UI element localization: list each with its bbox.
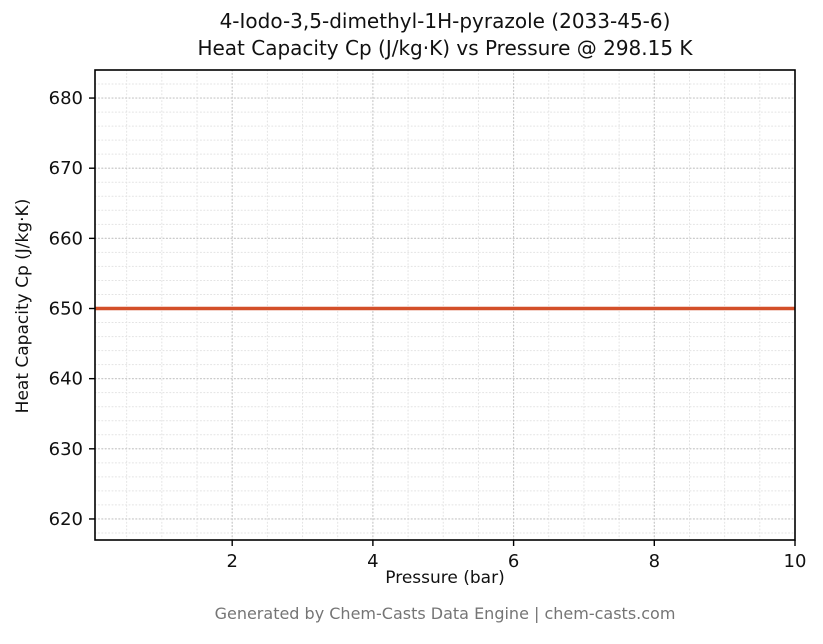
chart-title-line1: 4-Iodo-3,5-dimethyl-1H-pyrazole (2033-45… — [219, 9, 671, 33]
chart-title-line2: Heat Capacity Cp (J/kg·K) vs Pressure @ … — [197, 36, 693, 60]
x-axis-label: Pressure (bar) — [385, 568, 505, 588]
x-tick-label: 6 — [508, 551, 519, 572]
chart-title: 4-Iodo-3,5-dimethyl-1H-pyrazole (2033-45… — [95, 8, 795, 62]
x-tick-label: 8 — [649, 551, 660, 572]
y-tick-label: 670 — [49, 158, 83, 179]
y-tick-label: 640 — [49, 369, 83, 390]
x-tick-label: 2 — [226, 551, 237, 572]
x-tick-label: 10 — [784, 551, 807, 572]
axes-frame — [94, 69, 796, 541]
y-axis-label: Heat Capacity Cp (J/kg·K) — [13, 198, 33, 414]
footer-credit: Generated by Chem-Casts Data Engine | ch… — [214, 604, 676, 623]
y-tick-label: 650 — [49, 299, 83, 320]
y-tick-label: 680 — [49, 88, 83, 109]
x-tick-label: 4 — [367, 551, 378, 572]
y-tick-label: 620 — [49, 509, 83, 530]
y-tick-label: 630 — [49, 439, 83, 460]
y-tick-label: 660 — [49, 228, 83, 249]
